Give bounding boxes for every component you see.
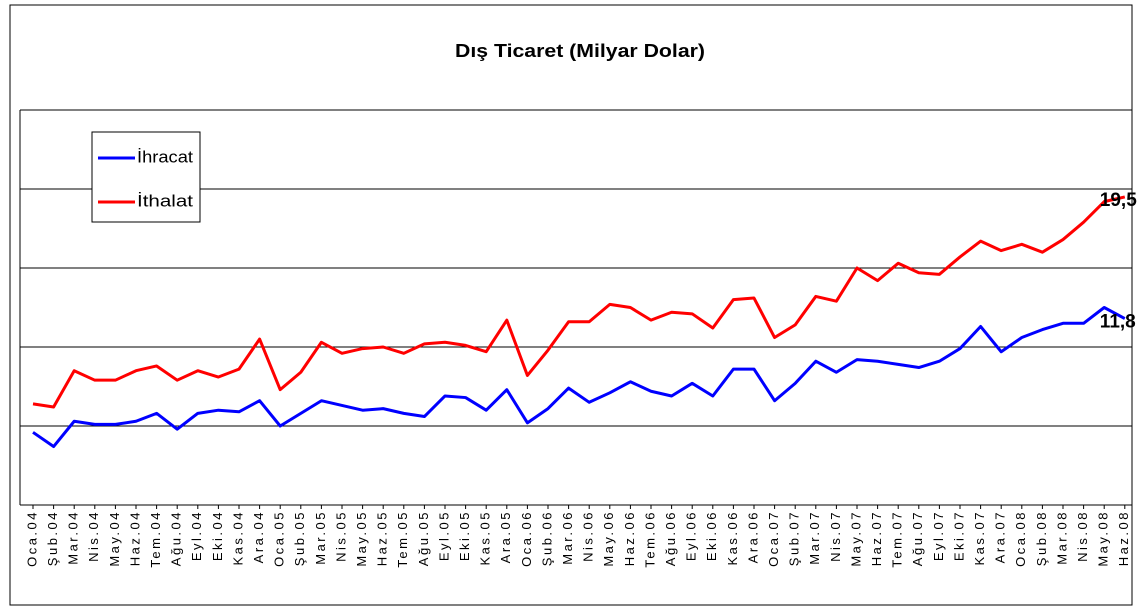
- x-tick-label: Tem.07: [890, 510, 905, 568]
- x-tick-label: Tem.06: [642, 510, 657, 568]
- data-label: 19,5: [1100, 190, 1137, 211]
- x-tick-label: Kas.06: [725, 510, 740, 565]
- x-tick-label: Eyl.06: [684, 510, 699, 561]
- x-tick-label: May.05: [354, 510, 369, 567]
- series-line: [32, 306, 1126, 449]
- x-tick-label: May.04: [107, 510, 122, 567]
- x-tick-label: Kas.04: [230, 510, 245, 565]
- x-tick-label: Oca.08: [1013, 510, 1028, 567]
- legend-box: [91, 131, 201, 223]
- x-tick-label: Ağu.07: [910, 510, 925, 566]
- x-tick-label: Eki.04: [210, 510, 225, 561]
- legend-label: İhracat: [137, 147, 193, 166]
- x-tick-label: Kas.05: [478, 510, 493, 565]
- x-tick-label: Eyl.07: [931, 510, 946, 561]
- x-tick-label: Ağu.05: [416, 510, 431, 566]
- x-tick-label: Şub.06: [539, 510, 554, 566]
- x-tick-label: Tem.04: [148, 510, 163, 568]
- x-tick-label: Oca.04: [24, 510, 39, 567]
- x-tick-label: Oca.05: [272, 510, 287, 567]
- x-tick-label: May.06: [601, 510, 616, 567]
- x-tick-label: Eki.07: [951, 510, 966, 561]
- chart-title: Dış Ticaret (Milyar Dolar): [455, 41, 705, 61]
- x-tick-label: May.07: [848, 510, 863, 567]
- x-tick-label: Nis.05: [333, 510, 348, 562]
- x-tick-label: Eki.06: [704, 510, 719, 561]
- x-tick-label: Mar.05: [313, 510, 328, 565]
- x-tick-label: Nis.04: [86, 510, 101, 562]
- x-tick-label: Eyl.04: [189, 510, 204, 561]
- x-tick-label: Eki.05: [457, 510, 472, 561]
- x-tick-label: Nis.08: [1075, 510, 1090, 562]
- x-tick-label: Nis.06: [581, 510, 596, 562]
- legend-label: İthalat: [137, 191, 193, 210]
- x-tick-label: Şub.08: [1034, 510, 1049, 566]
- x-tick-label: Oca.07: [766, 510, 781, 567]
- x-tick-label: Şub.07: [787, 510, 802, 566]
- x-tick-label: Ara.07: [993, 510, 1008, 563]
- series-line: [32, 195, 1126, 409]
- x-tick-label: Tem.05: [395, 510, 410, 568]
- x-tick-label: Haz.07: [869, 510, 884, 566]
- x-tick-label: Mar.07: [807, 510, 822, 565]
- x-tick-label: Şub.05: [292, 510, 307, 566]
- x-tick-label: Haz.06: [622, 510, 637, 566]
- x-tick-label: Ara.06: [745, 510, 760, 563]
- x-tick-label: Mar.06: [560, 510, 575, 565]
- x-tick-label: Ağu.06: [663, 510, 678, 566]
- x-tick-label: Ağu.04: [169, 510, 184, 566]
- x-tick-label: Eyl.05: [436, 510, 451, 561]
- x-tick-label: Mar.08: [1054, 510, 1069, 565]
- x-tick-label: Kas.07: [972, 510, 987, 565]
- x-tick-label: Mar.04: [66, 510, 81, 565]
- x-tick-label: Nis.07: [828, 510, 843, 562]
- x-tick-label: Haz.04: [127, 510, 142, 566]
- x-tick-label: Haz.08: [1116, 510, 1131, 566]
- x-tick-label: Ara.04: [251, 510, 266, 563]
- x-tick-label: May.08: [1096, 510, 1111, 567]
- x-tick-label: Ara.05: [498, 510, 513, 563]
- x-tick-label: Haz.05: [375, 510, 390, 566]
- x-tick-label: Şub.04: [45, 510, 60, 566]
- x-tick-label: Oca.06: [519, 510, 534, 567]
- data-label: 11,8: [1100, 312, 1136, 333]
